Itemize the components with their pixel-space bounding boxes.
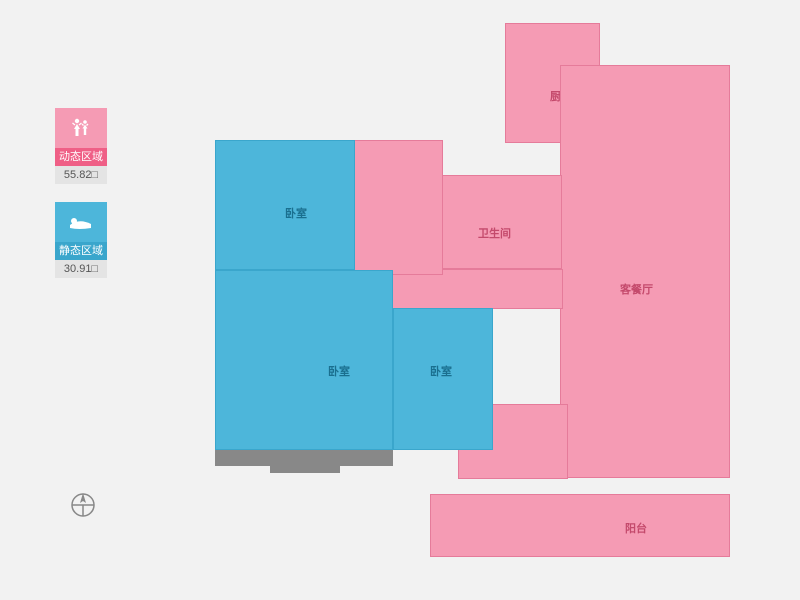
room-livingdining [560,65,730,478]
room-label-livingdining: 客餐厅 [620,281,653,297]
room-label-bedroom1: 卧室 [285,205,307,221]
room-balcony [430,494,730,557]
room-bathroom [440,175,562,269]
legend: 动态区域 55.82□ 静态区域 30.91□ [55,108,107,296]
legend-dynamic-value: 55.82□ [55,166,107,184]
room-label-bathroom: 卫生间 [478,225,511,241]
legend-static: 静态区域 30.91□ [55,202,107,278]
legend-dynamic-label: 动态区域 [55,148,107,166]
compass-icon [68,490,98,525]
room-bedroom2 [215,270,393,450]
legend-dynamic: 动态区域 55.82□ [55,108,107,184]
room-label-bedroom2: 卧室 [328,363,350,379]
wall-0 [215,450,393,466]
legend-static-value: 30.91□ [55,260,107,278]
people-icon [55,108,107,148]
room-label-balcony: 阳台 [625,520,647,536]
room-hallway2 [353,140,443,275]
legend-static-label: 静态区域 [55,242,107,260]
wall-1 [270,466,340,473]
room-label-bedroom3: 卧室 [430,363,452,379]
room-bedroom3 [393,308,493,450]
sleep-icon [55,202,107,242]
